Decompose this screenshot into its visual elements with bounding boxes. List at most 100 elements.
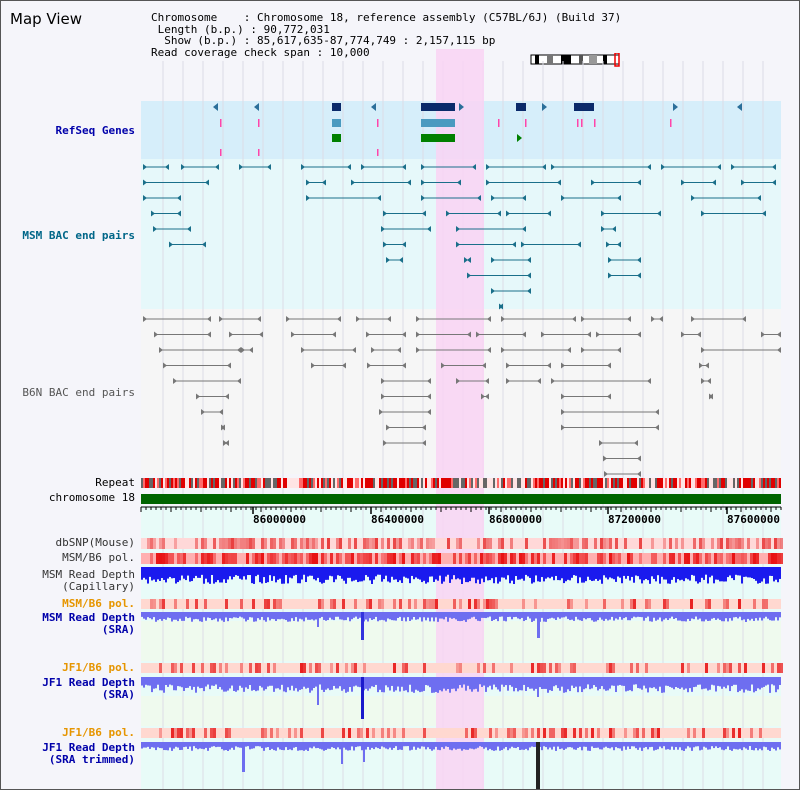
msm-b6-pol-strip-cell — [225, 553, 228, 564]
repeat-segment — [369, 478, 371, 488]
jf1-depth-trim-bar — [143, 742, 145, 748]
dbsnp-strip-cell — [369, 538, 372, 549]
jf1-depth-sra-bar — [465, 677, 467, 691]
b6n-bac-end — [416, 331, 420, 338]
jf1-depth-trim-bar — [739, 742, 741, 749]
jf1-depth-trim-bar — [703, 742, 705, 747]
msm-depth-capillary-bar — [191, 567, 193, 582]
msm-depth-sra-bar — [415, 612, 417, 620]
jf1-depth-sra-bar — [367, 677, 369, 691]
msm-depth-sra-bar — [365, 612, 367, 620]
jf1-depth-sra-bar — [551, 677, 553, 691]
jf1-depth-trim-bar — [565, 742, 567, 749]
repeat-segment — [329, 478, 331, 488]
jf1-depth-trim-bar — [479, 742, 481, 747]
msm-b6-pol-strip-cell — [267, 553, 270, 564]
msm-depth-sra-bar — [333, 612, 335, 621]
jf1-depth-trim-bar — [203, 742, 205, 750]
dbsnp-strip-cell — [300, 538, 303, 549]
dbsnp-strip-cell — [270, 538, 273, 549]
jf1-depth-trim-bar — [483, 742, 485, 749]
jf1-depth-trim-bar — [723, 742, 725, 751]
repeat-segment — [663, 478, 665, 488]
b6n-bac-end — [637, 331, 641, 338]
jf1-depth-sra-bar — [573, 677, 575, 689]
msm-depth-capillary-bar — [321, 567, 323, 584]
msm-depth-capillary-bar — [577, 567, 579, 584]
repeat-segment — [331, 478, 333, 488]
repeat-segment — [545, 478, 547, 488]
repeat-segment — [141, 478, 143, 488]
msm-depth-sra-bar — [447, 612, 449, 622]
msm-depth-sra-bar — [359, 612, 361, 618]
repeat-segment — [551, 478, 553, 488]
jf1-depth-trim-bar — [457, 742, 459, 749]
b6n-bac-end — [561, 409, 565, 415]
msm-depth-capillary-bar — [171, 567, 173, 579]
msm-depth-sra-bar — [671, 612, 673, 617]
jf1-depth-sra-bar — [157, 677, 159, 685]
msm-depth-capillary-bar — [465, 567, 467, 583]
msm-depth-sra-bar — [597, 612, 599, 621]
msm-depth-sra-bar — [309, 612, 311, 620]
jf1-depth-sra-bar — [715, 677, 717, 692]
repeat-segment — [487, 478, 489, 488]
dbsnp-strip-cell — [381, 538, 384, 549]
msm-b6-pol-strip-cell — [630, 553, 633, 564]
msm-b6-pol-strip-cell — [363, 553, 366, 564]
msm-depth-capillary-bar — [721, 567, 723, 582]
jf1-depth-trim-bar — [395, 742, 397, 747]
jf1-depth-trim-bar — [265, 742, 267, 748]
jf1-depth-sra-bar — [755, 677, 757, 692]
jf1-b6-pol-strip-2-cell — [294, 728, 297, 738]
msm-depth-capillary-bar — [165, 567, 167, 583]
jf1-depth-trim-bar — [199, 742, 201, 749]
jf1-depth-sra-label: JF1 Read Depth (SRA) — [42, 676, 135, 701]
msm-depth-capillary-bar — [303, 567, 305, 575]
jf1-b6-pol-strip-cell — [777, 663, 780, 673]
msm-depth-sra-bar — [769, 612, 771, 621]
b6n-bac-end — [397, 347, 401, 353]
repeat-segment — [365, 478, 367, 488]
msm-depth-capillary-bar — [361, 567, 363, 582]
msm-depth-capillary-bar — [231, 567, 233, 580]
repeat-segment — [281, 478, 283, 488]
jf1-depth-sra-bar — [167, 677, 169, 687]
jf1-depth-trim-bar — [441, 742, 443, 748]
jf1-depth-sra-bar — [665, 677, 667, 686]
jf1-depth-trim-bar — [523, 742, 525, 750]
msm-depth-capillary-bar — [157, 567, 159, 580]
dbsnp-strip-cell — [408, 538, 411, 549]
msm-depth-capillary-bar — [269, 567, 271, 576]
jf1-depth-sra-bar — [631, 677, 633, 692]
b6n-bac-end — [219, 316, 223, 322]
dbsnp-strip-cell — [549, 538, 552, 549]
chromosome-ideogram[interactable] — [529, 53, 624, 67]
jf1-depth-sra-bar — [211, 677, 213, 686]
jf1-depth-sra-bar — [651, 677, 653, 689]
msm-depth-sra-bar — [717, 612, 719, 619]
msm-depth-capillary-bar — [291, 567, 293, 579]
jf1-depth-trim-bar — [435, 742, 437, 747]
msm-depth-capillary-bar — [639, 567, 641, 580]
jf1-b6-pol-strip-2-cell — [522, 728, 525, 738]
msm-depth-sra-bar — [381, 612, 383, 620]
repeat-segment — [489, 478, 491, 488]
msm-depth-sra-bar — [385, 612, 387, 622]
jf1-b6-pol-strip-cell — [213, 663, 216, 673]
msm-depth-sra-bar — [293, 612, 295, 621]
msm-b6-pol-strip-cell — [402, 553, 405, 564]
msm-depth-capillary-bar — [565, 567, 567, 582]
jf1-depth-trim-bar — [163, 742, 165, 751]
msm-bac-end — [731, 164, 735, 170]
dbsnp-strip-cell — [699, 538, 702, 549]
jf1-depth-sra-bar — [369, 677, 371, 689]
jf1-depth-trim-bar — [597, 742, 599, 748]
jf1-depth-trim-bar — [747, 742, 749, 750]
jf1-b6-pol-strip-2-cell — [177, 728, 180, 738]
b6n-bac-end — [249, 347, 253, 353]
msm-b6-pol-strip-cell — [297, 553, 300, 564]
dbsnp-strip-cell — [219, 538, 222, 549]
jf1-b6-pol-strip-cell — [738, 663, 741, 673]
